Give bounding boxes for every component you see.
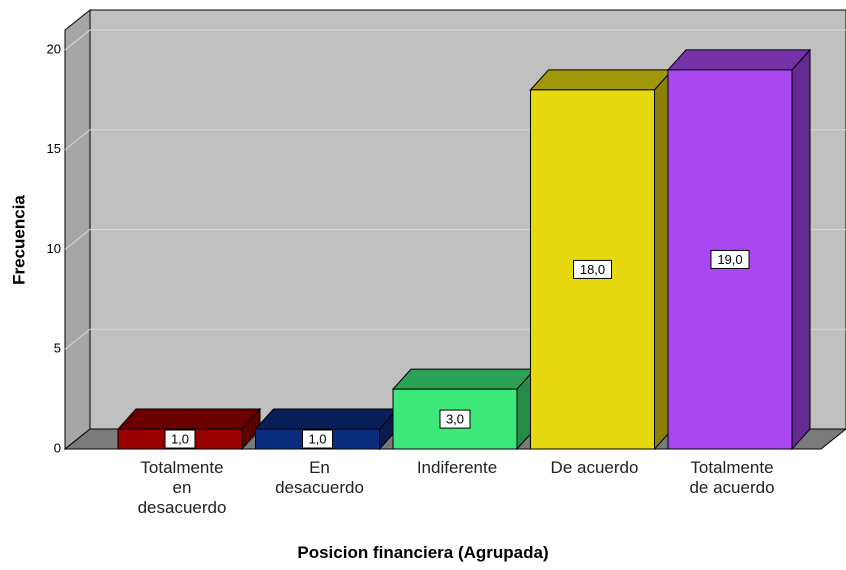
y-tick-label: 10 [47, 241, 61, 256]
value-label: 1,0 [171, 431, 189, 446]
bar-top [666, 49, 812, 71]
x-tick-label: En desacuerdo [275, 458, 364, 497]
value-label: 19,0 [717, 252, 742, 267]
x-axis-title: Posicion financiera (Agrupada) [297, 543, 549, 562]
value-label-box [302, 429, 333, 449]
y-tick-label: 15 [47, 141, 61, 156]
y-tick-label: 20 [47, 41, 61, 56]
grid-line [64, 129, 91, 151]
value-label: 18,0 [580, 262, 605, 277]
x-tick-label: Totalmente en desacuerdo [137, 458, 227, 517]
value-label-box [439, 409, 471, 429]
value-label-box [573, 259, 612, 279]
value-label: 3,0 [446, 412, 464, 427]
y-axis-title: Frecuencia [9, 195, 28, 285]
bar-top [391, 368, 537, 390]
grid-line [64, 328, 91, 350]
y-tick-label: 5 [54, 341, 61, 356]
grid-line [64, 29, 91, 51]
side-wall [64, 8, 91, 451]
value-label-box [710, 249, 750, 269]
y-tick-label: 0 [54, 440, 61, 455]
x-tick-label: Totalmente de acuerdo [689, 458, 775, 497]
value-label: 1,0 [308, 431, 326, 446]
bar-top [254, 408, 399, 430]
value-label-box [164, 429, 196, 449]
bar-top [529, 69, 674, 91]
bar-side [791, 48, 811, 451]
bar-top [116, 408, 262, 430]
x-tick-label: De acuerdo [550, 458, 639, 477]
grid-line [64, 229, 91, 250]
x-tick-label: Indiferente [416, 458, 498, 477]
